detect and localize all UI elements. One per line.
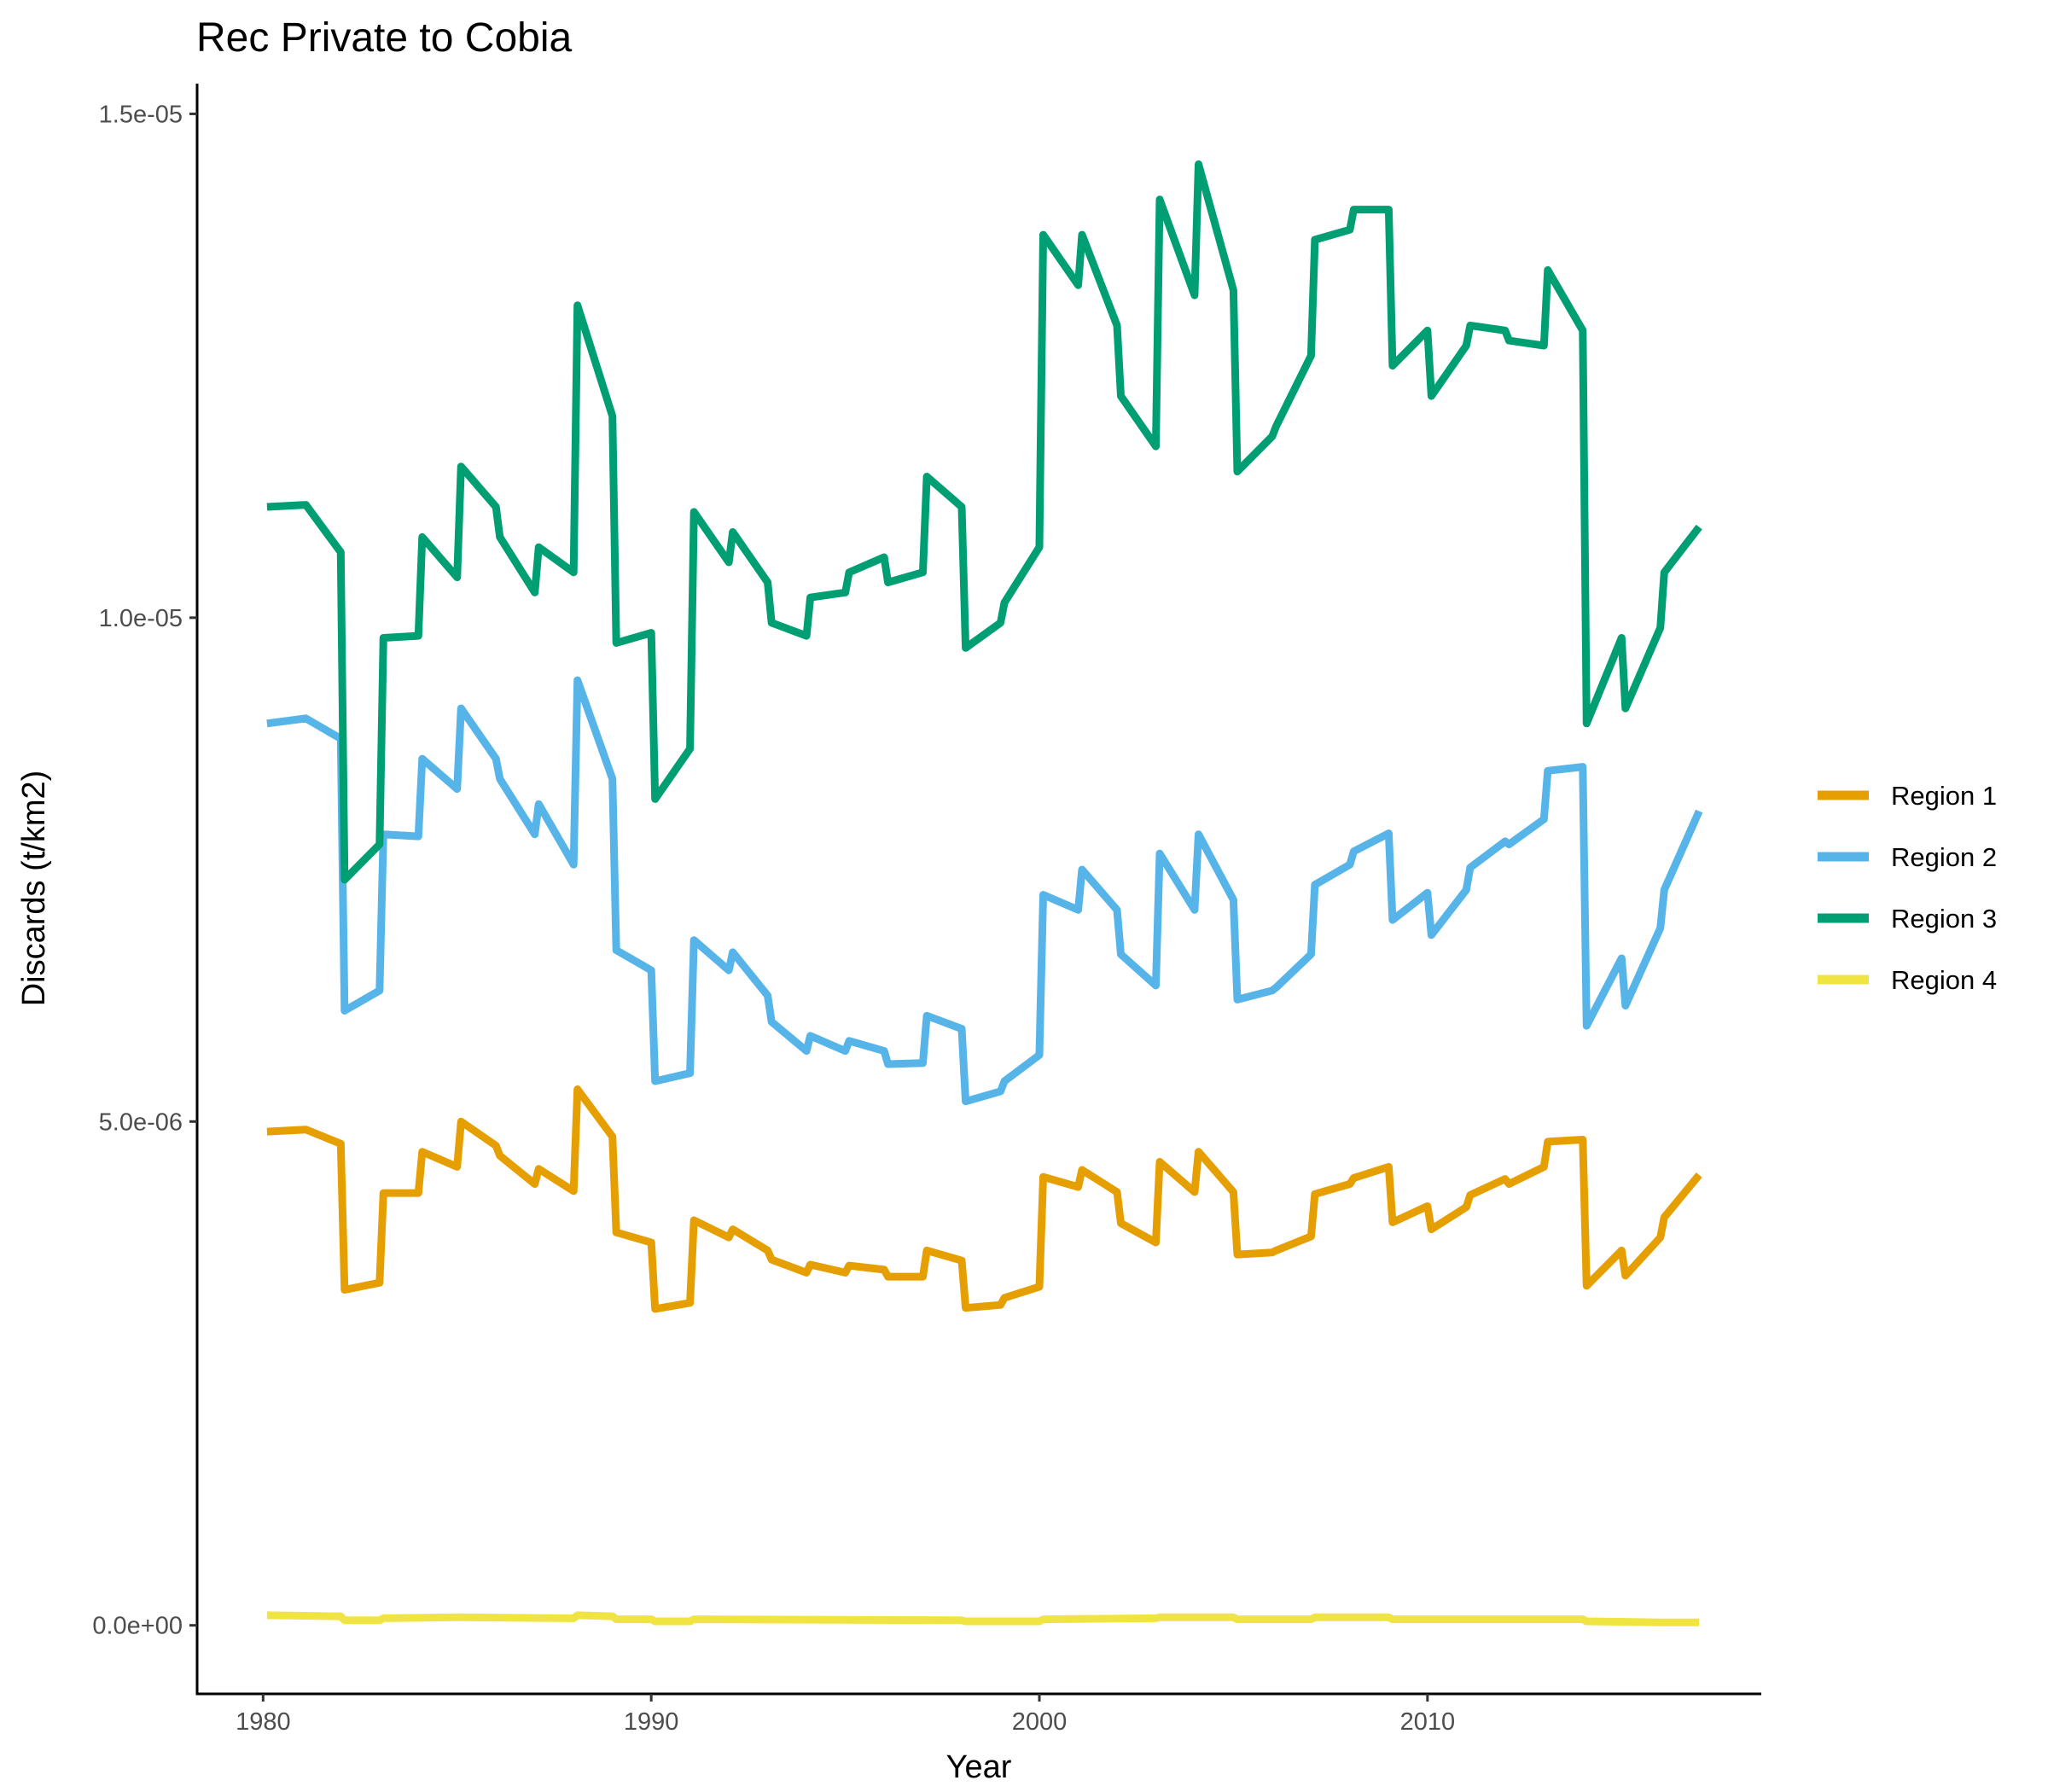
y-tick-label: 1.5e-05	[99, 101, 183, 128]
legend-item-region-1: Region 1	[1818, 781, 1997, 811]
y-tick-label: 5.0e-06	[99, 1108, 183, 1136]
legend: Region 1 Region 2 Region 3 Region 4	[1818, 781, 1997, 995]
chart-title: Rec Private to Cobia	[196, 15, 573, 61]
legend-label: Region 1	[1891, 781, 1997, 811]
x-tick-label: 2010	[1400, 1708, 1456, 1736]
y-axis: 0.0e+00 5.0e-06 1.0e-05 1.5e-05	[92, 101, 197, 1640]
series-line-region-4	[266, 1611, 1700, 1626]
plot-series	[266, 160, 1703, 1626]
x-axis-title: Year	[946, 1749, 1012, 1785]
y-axis-title: Discards (t/km2)	[16, 771, 52, 1007]
series-line-region-3	[266, 160, 1702, 884]
legend-item-region-2: Region 2	[1818, 842, 1997, 872]
legend-label: Region 3	[1891, 904, 1997, 934]
legend-label: Region 2	[1891, 842, 1997, 872]
x-tick-label: 1980	[236, 1708, 291, 1736]
legend-item-region-3: Region 3	[1818, 904, 1997, 934]
series-line-region-2	[266, 676, 1703, 1106]
legend-item-region-4: Region 4	[1818, 965, 1997, 995]
x-tick-label: 1990	[624, 1708, 679, 1736]
y-tick-label: 0.0e+00	[92, 1613, 183, 1640]
x-axis: 1980 1990 2000 2010	[236, 1694, 1455, 1736]
legend-label: Region 4	[1891, 965, 1997, 995]
series-line-region-1	[266, 1085, 1702, 1313]
x-tick-label: 2000	[1012, 1708, 1068, 1736]
y-tick-label: 1.0e-05	[99, 605, 183, 632]
